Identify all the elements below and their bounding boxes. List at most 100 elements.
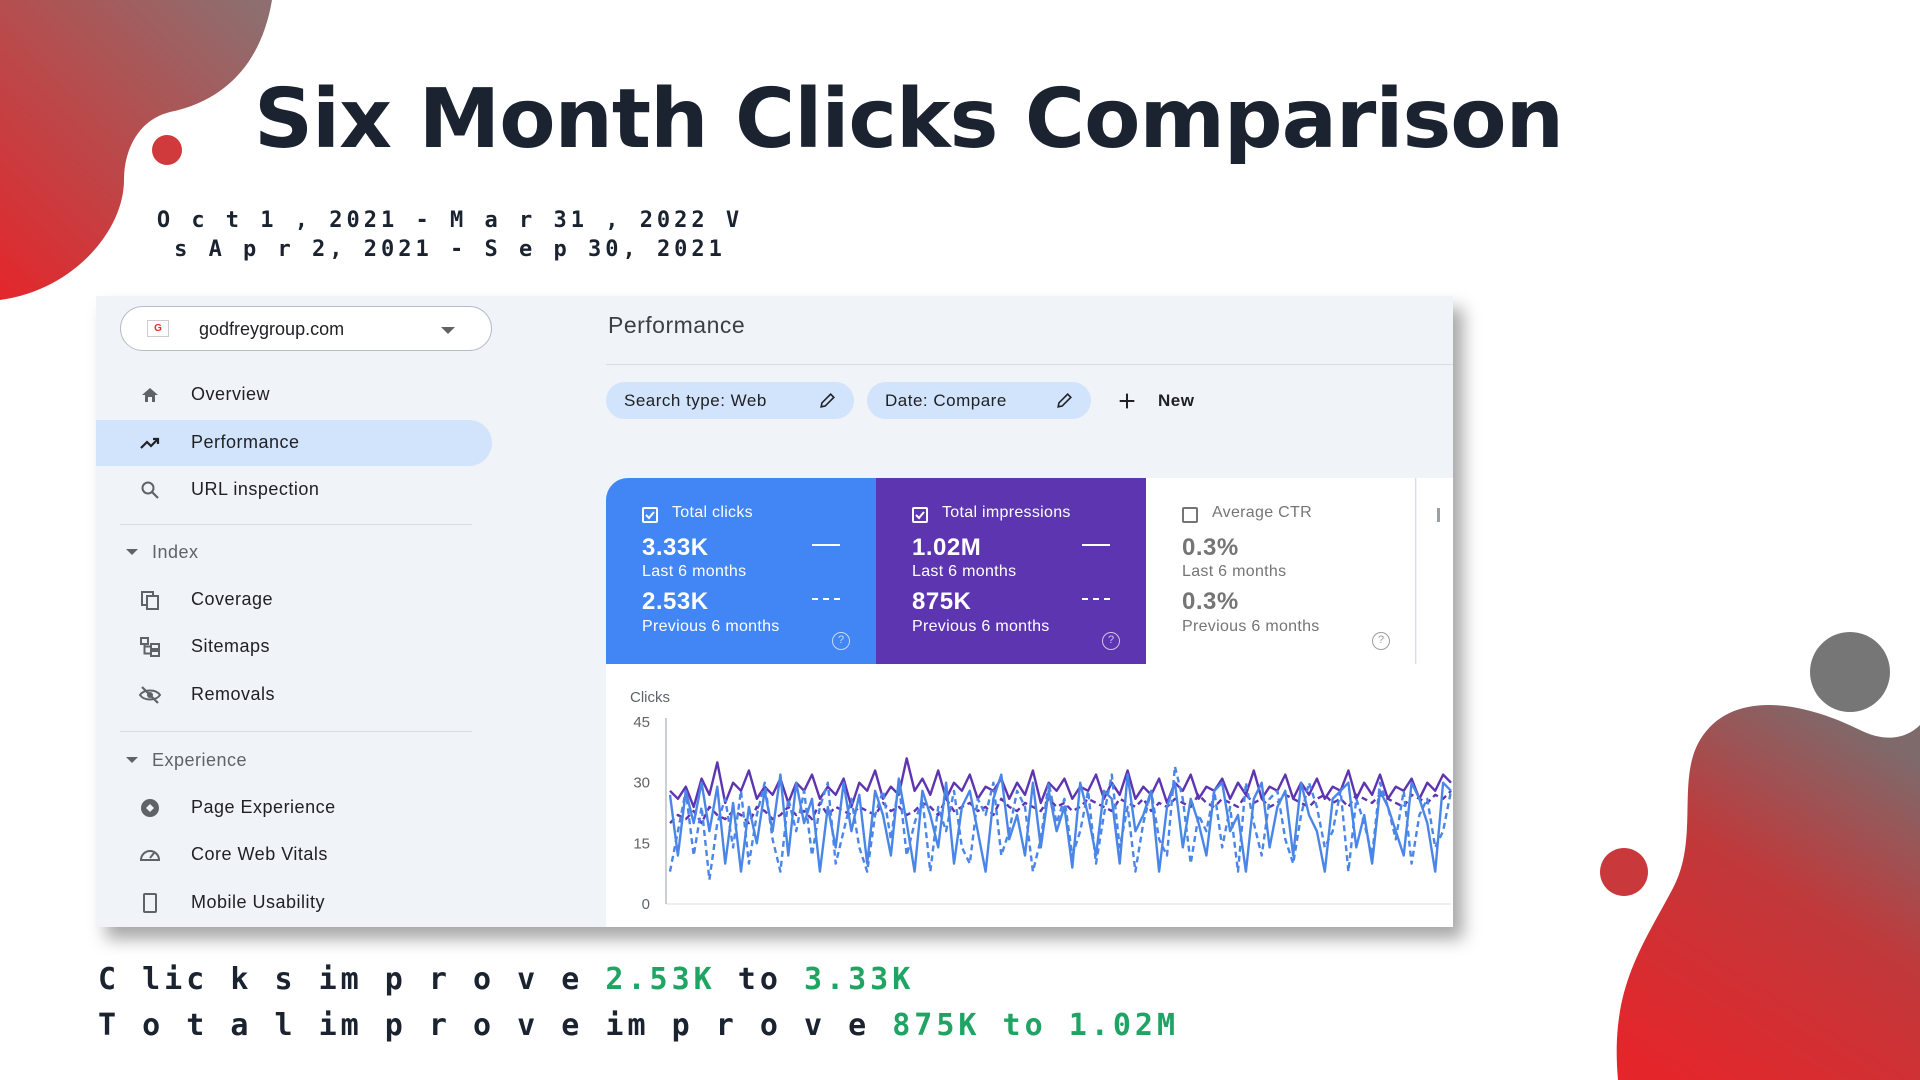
nav-item-page-experience[interactable]: Page Experience	[96, 785, 492, 831]
metric-current-value: 3.33K	[642, 534, 709, 561]
metric-current-value: 1.02M	[912, 534, 982, 561]
metric-previous-value: 2.53K	[642, 588, 709, 615]
checkbox-checked-icon[interactable]	[642, 507, 658, 523]
nav-item-removals[interactable]: Removals	[96, 672, 492, 718]
nav-label: Overview	[191, 384, 271, 404]
clicks-chart: Clicks 45 30 15 0	[606, 664, 1453, 927]
summary-from-value: 875K	[892, 1008, 981, 1043]
card-edge-mark	[1437, 508, 1440, 522]
chip-label: Date: Compare	[885, 391, 1007, 410]
bottom-right-blob	[1616, 705, 1920, 1080]
filter-chip-date[interactable]: Date: Compare	[867, 382, 1091, 419]
summary-to-word: to	[1002, 1008, 1047, 1043]
metric-previous-value: 0.3%	[1182, 588, 1239, 615]
help-icon[interactable]: ?	[1372, 632, 1390, 650]
nav-label: Mobile Usability	[191, 892, 326, 912]
search-icon	[141, 481, 159, 499]
page-title: Performance	[608, 312, 746, 338]
nav-item-coverage[interactable]: Coverage	[96, 577, 492, 623]
summary-prefix: T o t a l im p r o v e im p r o v e	[98, 1008, 871, 1043]
metric-label: Total clicks	[672, 504, 753, 521]
help-icon[interactable]: ?	[1102, 632, 1120, 650]
right-red-dot	[1600, 848, 1648, 896]
help-icon[interactable]: ?	[832, 632, 850, 650]
nav-item-url-inspection[interactable]: URL inspection	[96, 467, 492, 513]
section-label: Experience	[152, 750, 248, 770]
summary-prefix: C lic k s im p r o v e	[98, 962, 584, 997]
chip-label: Search type: Web	[624, 391, 767, 410]
new-filter-button[interactable]: New	[1116, 382, 1216, 419]
new-label: New	[1158, 391, 1195, 410]
coverage-icon	[141, 591, 159, 610]
metric-card-total-clicks[interactable]: Total clicks 3.33K Last 6 months 2.53K P…	[606, 478, 876, 664]
nav-label: Sitemaps	[191, 636, 271, 656]
top-left-blob	[0, 0, 272, 300]
trending-up-icon	[140, 437, 160, 449]
nav-item-overview[interactable]: Overview	[96, 372, 492, 418]
series-line-clicks-current	[668, 773, 1452, 873]
chart-svg: Clicks 45 30 15 0	[630, 689, 1453, 913]
performance-header: Performance	[606, 296, 1453, 365]
nav-label: Removals	[191, 684, 276, 704]
nav-label: Coverage	[191, 589, 274, 609]
metric-label: Total impressions	[942, 504, 1071, 521]
right-gray-circle	[1810, 632, 1890, 712]
checkbox-checked-icon[interactable]	[912, 507, 928, 523]
y-tick-label: 30	[633, 775, 650, 792]
gauge-icon	[139, 850, 161, 861]
home-icon	[142, 388, 158, 402]
chevron-down-icon	[441, 327, 455, 334]
property-selector[interactable]: G godfreygroup.com	[120, 306, 492, 351]
nav-item-mobile-usability[interactable]: Mobile Usability	[96, 880, 492, 926]
section-toggle-index[interactable]: Index	[126, 538, 426, 568]
metric-card-total-impressions[interactable]: Total impressions 1.02M Last 6 months 87…	[876, 478, 1146, 664]
caret-down-icon	[126, 549, 138, 555]
solid-line-legend-icon	[812, 544, 840, 546]
top-left-dot	[152, 135, 182, 165]
page-experience-icon	[141, 799, 159, 817]
nav-label: Performance	[191, 432, 300, 452]
sitemap-icon	[140, 637, 160, 657]
sidebar-divider	[120, 731, 472, 732]
summary-from-value: 2.53K	[605, 962, 716, 997]
metric-previous-period: Previous 6 months	[1182, 618, 1320, 635]
metric-current-value: 0.3%	[1182, 534, 1239, 561]
plus-icon	[1119, 393, 1135, 409]
nav-item-sitemaps[interactable]: Sitemaps	[96, 624, 492, 670]
metric-card-average-ctr[interactable]: Average CTR 0.3% Last 6 months 0.3% Prev…	[1146, 478, 1416, 664]
nav-item-core-web-vitals[interactable]: Core Web Vitals	[96, 832, 492, 878]
metric-current-period: Last 6 months	[642, 563, 747, 580]
summary-to-value: 3.33K	[803, 962, 915, 997]
date-range-subtitle: O c t 1 , 2021 - M a r 31 , 2022 V s A p…	[156, 208, 744, 262]
series-line-impressions-previous	[669, 789, 1452, 825]
y-tick-label: 45	[633, 714, 650, 731]
checkbox-unchecked-icon[interactable]	[1182, 507, 1198, 523]
metric-card-partial	[1417, 478, 1453, 664]
dashed-line-legend-icon	[1082, 598, 1110, 600]
eye-off-icon	[138, 686, 162, 704]
filter-chip-search-type[interactable]: Search type: Web	[606, 382, 854, 419]
property-name: godfreygroup.com	[199, 319, 345, 339]
sidebar-divider	[120, 524, 472, 525]
slide-title: Six Month Clicks Comparison	[254, 72, 1564, 167]
metric-current-period: Last 6 months	[1182, 563, 1287, 580]
nav-label: Page Experience	[191, 797, 336, 817]
series-line-clicks-previous	[668, 765, 1453, 881]
summary-line-clicks: C lic k s im p r o v e 2.53K to 3.33K	[98, 962, 914, 997]
y-axis-label: Clicks	[630, 689, 670, 706]
summary-to-value: 1.02M	[1068, 1008, 1180, 1043]
metric-previous-value: 875K	[912, 588, 972, 615]
summary-to-word: to	[737, 962, 782, 997]
nav-label: URL inspection	[191, 479, 320, 499]
metric-previous-period: Previous 6 months	[912, 618, 1050, 635]
section-toggle-experience[interactable]: Experience	[126, 746, 426, 776]
metric-label: Average CTR	[1212, 504, 1312, 521]
solid-line-legend-icon	[1082, 544, 1110, 546]
series-line-impressions-current	[669, 757, 1452, 809]
caret-down-icon	[126, 757, 138, 763]
metric-previous-period: Previous 6 months	[642, 618, 780, 635]
nav-item-performance[interactable]: Performance	[96, 420, 492, 466]
dashed-line-legend-icon	[812, 598, 840, 600]
search-console-screenshot: G godfreygroup.com Overview Performance …	[96, 296, 1453, 927]
